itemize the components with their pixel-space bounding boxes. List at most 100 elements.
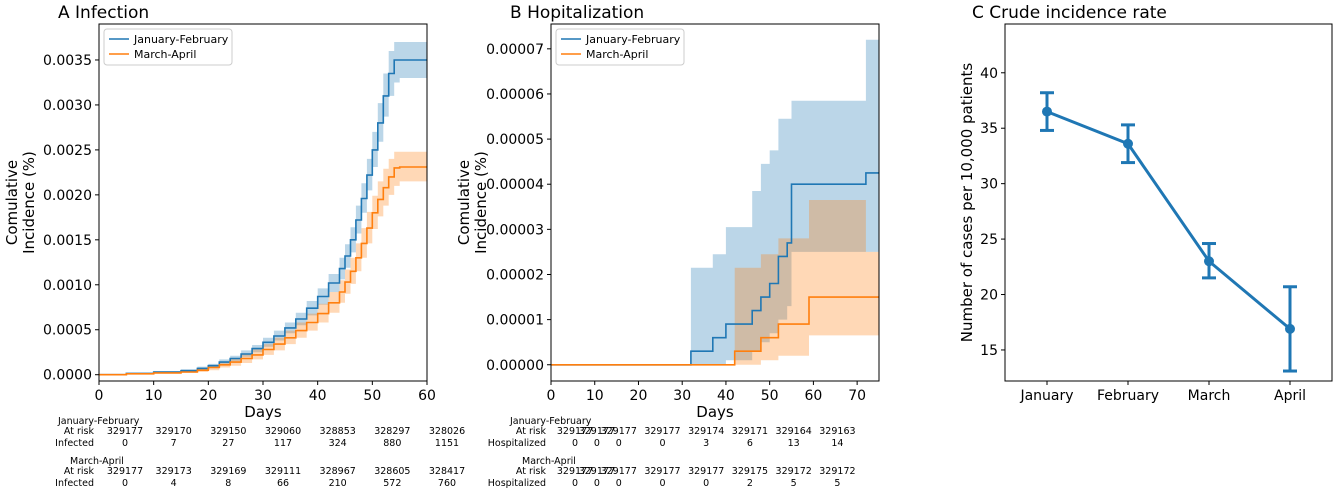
legend-label: March-April [134,48,196,61]
series-line-jan_feb [99,59,427,376]
y-tick-label: 35 [980,121,998,137]
x-tick-label: January [1019,388,1073,404]
risk-value: 329172 [819,466,855,477]
x-tick-label: 60 [804,388,822,404]
x-tick-label: 50 [363,388,381,404]
risk-row-label: Infected [55,478,94,489]
y-tick-label: 0.00000 [486,358,544,374]
y-axis-label-line: Incidence (%) [20,151,38,254]
ci-band-jan_feb [551,39,879,365]
risk-value: 324 [329,438,347,449]
risk-value: 880 [383,438,401,449]
x-tick-label: 0 [95,388,104,404]
risk-value: 14 [831,438,843,449]
risk-value: 329174 [688,426,724,437]
legend-label: January-February [133,33,229,46]
risk-value: 329175 [732,466,768,477]
risk-value: 0 [659,478,665,489]
y-tick-label: 0.0025 [43,143,92,159]
risk-value: 5 [791,478,797,489]
y-tick-label: 0.00007 [486,42,544,58]
y-tick-label: 0.0035 [43,53,92,69]
risk-row-label: At risk [64,426,95,437]
x-tick-label: March [1188,388,1231,404]
x-tick-label: 60 [418,388,436,404]
legend-label: January-February [585,33,681,46]
risk-value: 329111 [265,466,301,477]
risk-value: 0 [703,478,709,489]
x-tick-label: 30 [254,388,272,404]
risk-row-label: Hospitalized [488,478,546,489]
legend: January-February March-April [103,28,233,66]
risk-value: 329177 [107,466,143,477]
y-tick-label: 20 [980,288,998,304]
y-tick-label: 0.00003 [486,222,544,238]
x-axis-label: Days [244,403,282,421]
risk-value: 210 [329,478,347,489]
x-tick-label: 10 [586,388,604,404]
risk-value: 329150 [210,426,246,437]
risk-value: 0 [659,438,665,449]
risk-value: 572 [383,478,401,489]
y-tick-label: 0.00002 [486,267,544,283]
x-tick-label: 70 [848,388,866,404]
x-tick-label: April [1274,388,1306,404]
risk-row-label: Infected [55,438,94,449]
panel-c: 15 20 25 30 35 40 January February March April C C… [958,3,1333,404]
risk-value: 2 [747,478,753,489]
x-tick-label: 30 [673,388,691,404]
x-tick-label: 20 [630,388,648,404]
series-line-mar_apr [99,166,427,376]
risk-value: 329177 [557,466,593,477]
plot-frame [550,23,880,382]
risk-group-name: March-April [522,456,576,467]
x-axis-label: Days [696,403,734,421]
risk-value: 328853 [320,426,356,437]
plot-frame [1004,23,1333,382]
risk-value: 329177 [579,426,615,437]
x-tick-label: 40 [309,388,327,404]
y-tick-label: 0.00006 [486,87,544,103]
y-axis-label: ComulativeIncidence (%) [3,151,38,254]
risk-value: 329177 [107,426,143,437]
data-point [1204,256,1214,267]
data-point [1042,106,1052,117]
risk-value: 329177 [644,466,680,477]
risk-row-label: At risk [516,466,547,477]
legend-label: March-April [586,48,648,61]
risk-value: 7 [171,438,177,449]
legend-box [555,28,685,66]
y-tick-label: 0.0030 [43,98,92,114]
y-axis-label: ComulativeIncidence (%) [455,151,490,254]
y-tick-label: 40 [980,66,998,82]
y-tick-label: 30 [980,177,998,193]
risk-value: 329163 [819,426,855,437]
risk-value: 13 [788,438,800,449]
risk-value: 66 [277,478,289,489]
x-tick-label: 20 [199,388,217,404]
risk-value: 329169 [210,466,246,477]
y-tick-label: 0.0015 [43,233,92,249]
risk-value: 27 [222,438,234,449]
risk-value: 328967 [320,466,356,477]
panel-title: B Hopitalization [510,3,644,23]
risk-value: 329177 [601,466,637,477]
data-point [1285,323,1295,334]
risk-group-name: January-February [57,416,140,427]
risk-value: 0 [616,438,622,449]
risk-value: 3 [703,438,709,449]
risk-value: 0 [594,478,600,489]
risk-value: 8 [225,478,231,489]
panel-b: 0 10 20 30 40 50 60 700.000000.000010.000020.00… [455,3,880,489]
series-line-mar_apr [551,296,879,366]
risk-value: 328605 [374,466,410,477]
risk-value: 329172 [776,466,812,477]
risk-value: 329177 [601,426,637,437]
y-tick-label: 15 [980,343,998,359]
risk-value: 760 [438,478,456,489]
x-tick-label: 0 [547,388,556,404]
y-axis-label-line: Comulative [3,160,21,245]
